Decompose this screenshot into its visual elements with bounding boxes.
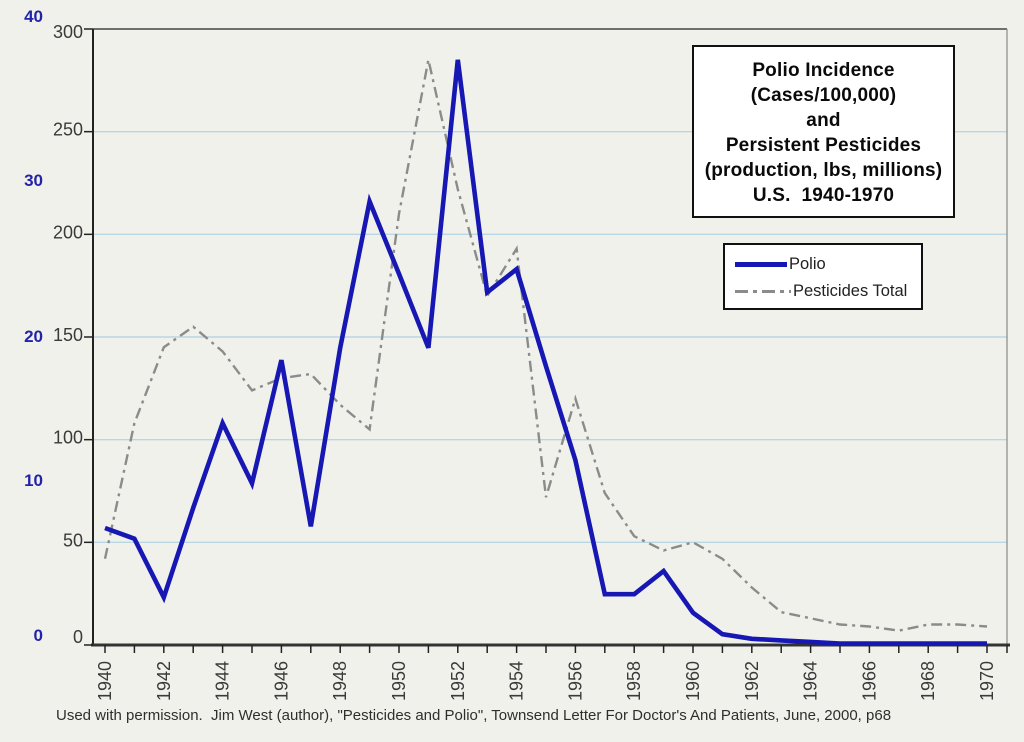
legend-item-pesticides: Pesticides Total <box>735 278 921 305</box>
pesticides-axis-label: 300 <box>53 22 83 42</box>
pesticides-axis-label: 100 <box>53 428 83 448</box>
polio-line <box>104 59 987 646</box>
pesticides-axis-label: 150 <box>53 325 83 345</box>
polio-axis-label: 20 <box>24 327 43 346</box>
x-tick-label: 1940 <box>95 661 115 701</box>
x-tick-label: 1952 <box>448 661 468 701</box>
chart-title-box: Polio Incidence (Cases/100,000) and Pers… <box>692 45 955 218</box>
legend-label-polio: Polio <box>789 255 826 273</box>
polio-line-swatch <box>735 262 787 267</box>
pesticides-axis-label: 250 <box>53 120 83 140</box>
polio-axis-label: 10 <box>24 471 43 490</box>
pesticides-line <box>103 59 988 632</box>
x-tick-label: 1958 <box>624 661 644 701</box>
x-tick-label: 1968 <box>918 661 938 701</box>
x-tick-label: 1970 <box>977 661 997 701</box>
title-line: (Cases/100,000) <box>750 85 897 106</box>
pesticides-axis-label: 50 <box>63 530 83 550</box>
title-line: U.S. 1940-1970 <box>752 185 895 206</box>
polio-axis-label: 0 <box>34 626 43 645</box>
legend-item-polio: Polio <box>735 251 921 278</box>
pesticides-axis-label: 200 <box>53 222 83 242</box>
x-tick-label: 1956 <box>565 661 585 701</box>
x-tick-label: 1962 <box>742 661 762 701</box>
x-tick-label: 1942 <box>154 661 174 701</box>
pesticides-axis-label: 0 <box>73 627 83 647</box>
polio-axis-label: 40 <box>24 7 43 26</box>
title-line: Polio Incidence <box>752 60 895 81</box>
x-tick-label: 1948 <box>330 661 350 701</box>
x-tick-label: 1960 <box>683 661 703 701</box>
x-tick-label: 1966 <box>859 661 879 701</box>
x-tick-label: 1944 <box>213 661 233 701</box>
pesticides-line-swatch <box>735 290 791 293</box>
title-line: and <box>806 110 841 131</box>
title-line: Persistent Pesticides <box>725 135 922 156</box>
legend: Polio Pesticides Total <box>723 243 923 310</box>
x-tick-label: 1946 <box>271 661 291 701</box>
title-line: (production, lbs, millions) <box>704 160 943 181</box>
legend-label-pesticides: Pesticides Total <box>793 282 908 300</box>
source-caption: Used with permission. Jim West (author),… <box>56 707 892 724</box>
x-tick-label: 1950 <box>389 661 409 701</box>
x-tick-label: 1964 <box>801 661 821 701</box>
x-tick-label: 1954 <box>507 661 527 701</box>
polio-axis-label: 30 <box>24 171 43 190</box>
